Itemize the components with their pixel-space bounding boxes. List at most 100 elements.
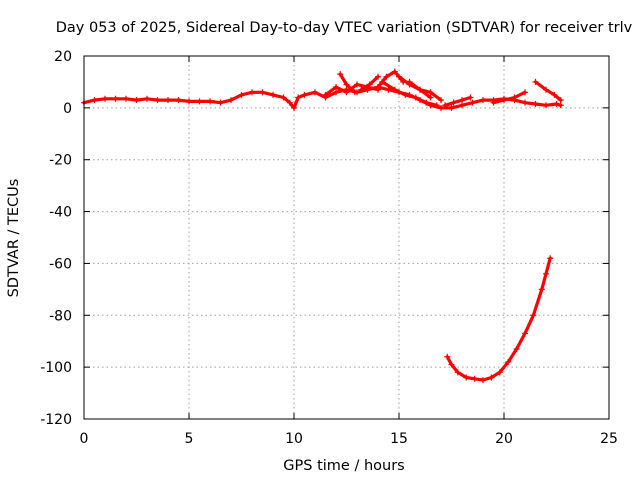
data-point [557, 97, 564, 104]
x-axis-label: GPS time / hours [283, 458, 404, 474]
plot-frame [83, 55, 610, 420]
data-point [91, 97, 98, 104]
data-point [417, 86, 423, 93]
data-point [165, 97, 171, 104]
data-point [383, 73, 390, 80]
series-11-line [445, 256, 552, 382]
data-point [196, 98, 203, 105]
data-point [547, 255, 554, 262]
data-point [438, 97, 444, 104]
data-point [467, 94, 474, 101]
data-point [375, 84, 381, 91]
data-point [343, 81, 350, 88]
data-point [322, 91, 329, 98]
data-point [454, 369, 461, 376]
data-point [543, 86, 549, 93]
series-9-line [491, 90, 527, 105]
data-point [333, 89, 339, 96]
data-point [427, 89, 434, 96]
data-point [354, 81, 360, 88]
chart-title: Day 053 of 2025, Sidereal Day-to-day VTE… [56, 20, 633, 36]
data-point [337, 71, 344, 78]
data-point [448, 104, 455, 111]
series-0-line [82, 85, 563, 110]
data-point [228, 97, 234, 104]
data-point [480, 377, 486, 384]
data-point [438, 104, 444, 111]
x-tick-label: 20 [495, 431, 513, 447]
data-point [543, 270, 549, 277]
data-point [551, 91, 558, 98]
y-tick-label: -20 [49, 153, 72, 169]
data-point [295, 94, 302, 101]
data-point [217, 99, 224, 106]
data-point [333, 84, 339, 91]
data-point [249, 89, 255, 96]
data-point [543, 102, 549, 109]
data-point [488, 374, 495, 381]
y-tick-label: -120 [40, 412, 72, 428]
data-point [259, 89, 266, 96]
data-point [427, 94, 434, 101]
x-tick-label: 10 [285, 431, 303, 447]
data-point [496, 369, 503, 376]
data-point [312, 89, 318, 96]
data-point [530, 312, 537, 319]
data-point [133, 97, 140, 104]
data-point [154, 97, 161, 104]
data-point [391, 86, 398, 93]
data-point [423, 99, 430, 106]
data-point [270, 91, 276, 98]
data-point [286, 99, 293, 106]
y-tick-label: -100 [40, 360, 72, 376]
axis-ticks: 0 5 10 15 20 25 20 0 -20 -40 -60 -80 -100 -120 [40, 49, 618, 447]
y-tick-label: -60 [49, 256, 72, 272]
data-point [379, 78, 386, 85]
data-point [396, 73, 402, 80]
data-point [490, 99, 497, 106]
data-point [238, 91, 245, 98]
data-point [522, 99, 528, 106]
data-point [351, 89, 358, 96]
data-point [480, 97, 486, 104]
data-point [433, 102, 440, 109]
data-point [450, 99, 457, 106]
data-point [412, 94, 419, 101]
x-tick-label: 15 [390, 431, 408, 447]
series-10-line [533, 80, 563, 102]
data-point [471, 375, 478, 382]
x-tick-label: 25 [600, 431, 618, 447]
data-point [501, 97, 507, 104]
x-tick-label: 0 [80, 431, 89, 447]
data-point [385, 86, 392, 93]
data-point [112, 95, 119, 102]
data-point [291, 104, 297, 111]
data-point [459, 97, 465, 104]
x-tick-label: 5 [185, 431, 194, 447]
data-point [375, 73, 381, 80]
data-point [463, 374, 470, 381]
data-point [532, 78, 539, 85]
data-point [123, 95, 129, 102]
data-point [513, 345, 520, 352]
data-point [280, 94, 287, 101]
data-point [469, 99, 476, 106]
data-point [444, 353, 451, 360]
data-point [301, 91, 308, 98]
data-point [207, 98, 213, 105]
data-point [448, 361, 455, 368]
y-tick-label: 0 [63, 101, 72, 117]
data-point [186, 98, 192, 105]
data-point [406, 78, 413, 85]
data-point [459, 102, 465, 109]
data-point [532, 100, 539, 107]
data-point [442, 102, 449, 109]
series-8-line [443, 95, 472, 107]
data-point [343, 89, 350, 96]
data-point [553, 100, 560, 107]
data-point [175, 97, 182, 104]
y-tick-label: 20 [54, 49, 72, 65]
grid-lines [84, 56, 609, 419]
data-point [391, 68, 398, 75]
